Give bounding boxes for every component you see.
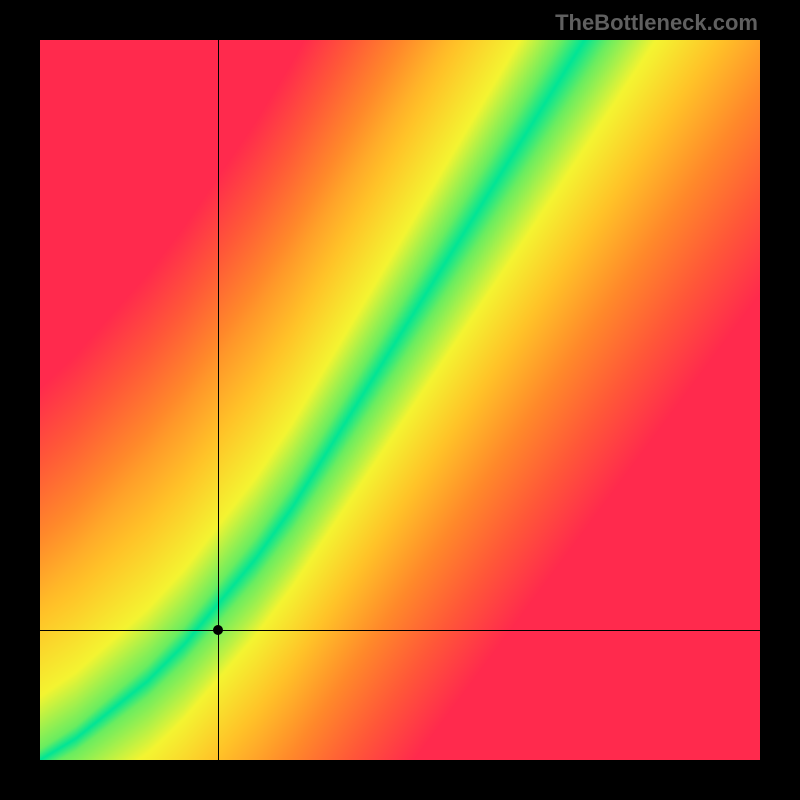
crosshair-vertical [218, 40, 219, 760]
watermark-text: TheBottleneck.com [555, 10, 758, 36]
heatmap-canvas [40, 40, 760, 760]
crosshair-horizontal [40, 630, 760, 631]
marker-dot [213, 625, 223, 635]
plot-area [40, 40, 760, 760]
